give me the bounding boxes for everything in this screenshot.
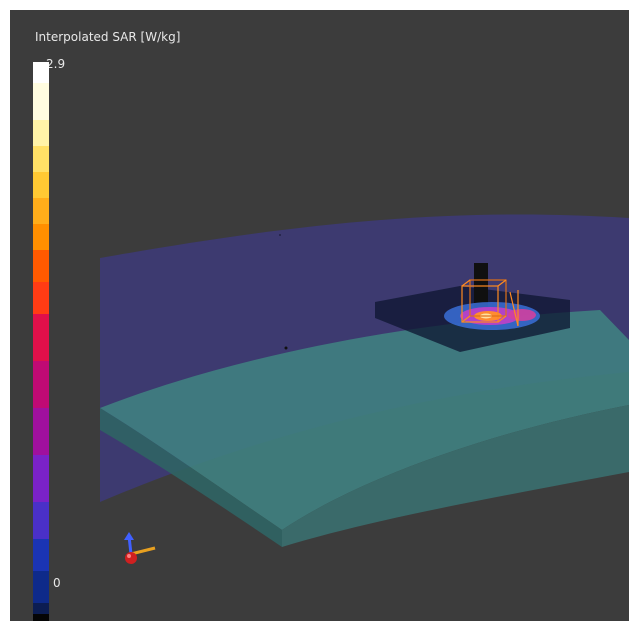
colorbar-segment [33, 408, 49, 455]
phantom-front-side [100, 408, 282, 547]
colorbar-segment [33, 250, 49, 282]
colorbar-segment [33, 120, 49, 146]
probe-slice [474, 263, 488, 307]
colorbar-segment [33, 502, 49, 539]
colorbar-segment [33, 224, 49, 250]
marker-dot [284, 346, 288, 350]
colorbar-title: Interpolated SAR [W/kg] [35, 30, 181, 44]
colorbar-segment [33, 146, 49, 172]
colorbar-segment [33, 314, 49, 361]
axis-origin-highlight [127, 554, 131, 558]
colorbar-segment [33, 571, 49, 603]
hotspot-right [508, 309, 536, 321]
colorbar-segment [33, 539, 49, 571]
colorbar-min-label: 0 [53, 576, 61, 590]
colorbar [33, 62, 49, 621]
colorbar-segment [33, 455, 49, 502]
phantom-right-side [282, 405, 629, 547]
axis-x [130, 546, 156, 556]
marker-dot [279, 234, 281, 236]
colorbar-segment [33, 198, 49, 224]
colorbar-max-label: 2.9 [46, 57, 66, 71]
colorbar-segment [33, 172, 49, 198]
axis-origin [125, 552, 137, 564]
device-wireframe [461, 279, 519, 327]
colorbar-segment [33, 614, 49, 621]
axes-triad-icon[interactable] [115, 532, 161, 572]
colorbar-segment [33, 62, 49, 83]
axis-y-head [124, 532, 134, 540]
phantom-top [100, 310, 629, 530]
colorbar-segment [33, 83, 49, 120]
colorbar-segment [33, 282, 49, 314]
colorbar-segment [33, 361, 49, 408]
sar-scene[interactable] [10, 10, 629, 621]
colorbar-segment [33, 603, 49, 614]
3d-viewport[interactable]: Interpolated SAR [W/kg] 2.9 0 [10, 10, 629, 621]
